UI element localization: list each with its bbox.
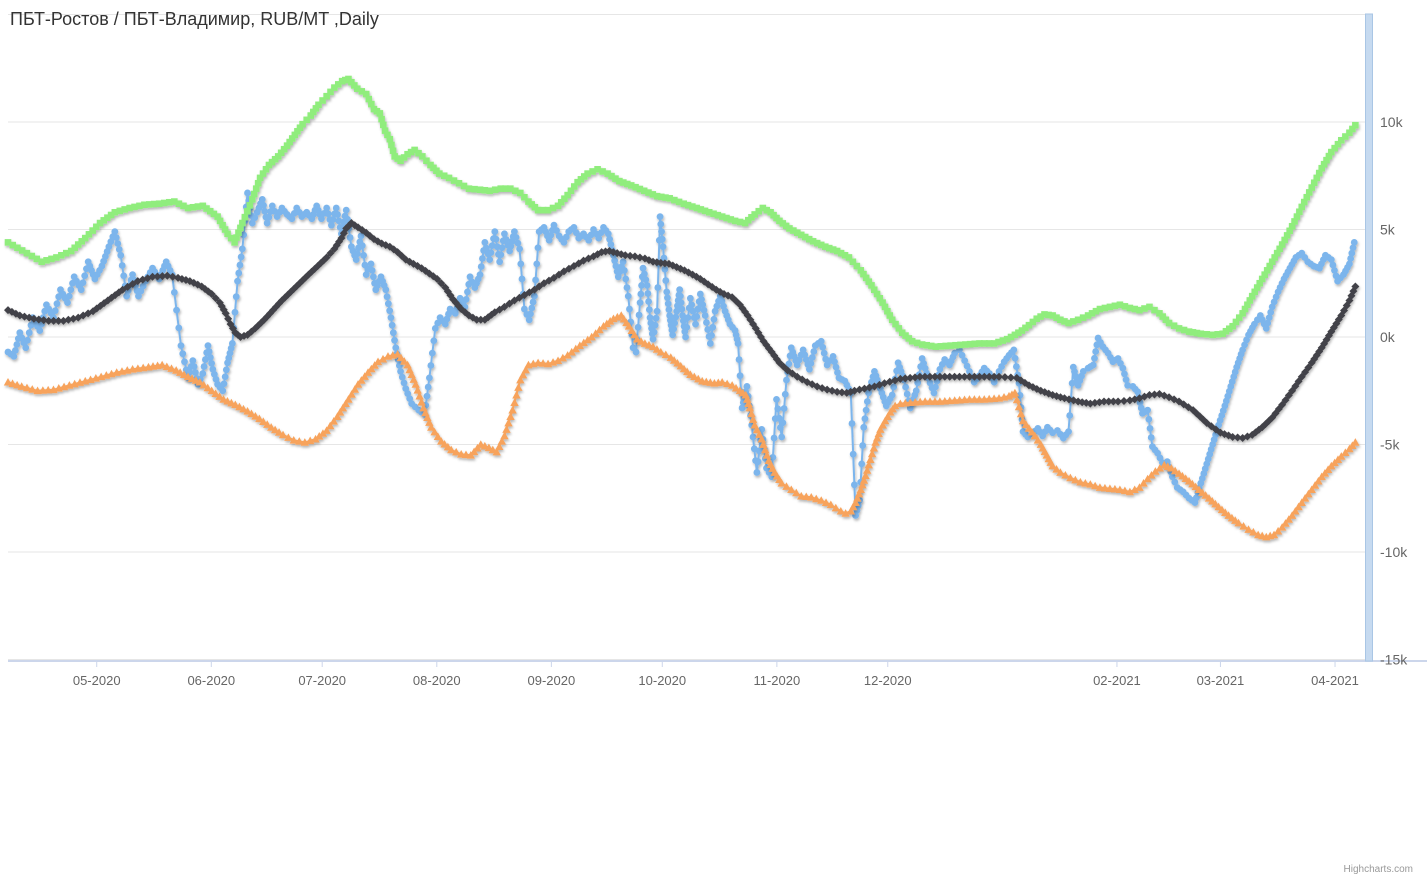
series-markers-black-diamond	[4, 219, 1360, 443]
series-markers-green-square	[4, 75, 1359, 350]
x-axis-label: 02-2021	[1093, 673, 1141, 688]
vertical-scrollbar[interactable]	[1365, 13, 1373, 662]
x-axis-label: 05-2020	[73, 673, 121, 688]
x-axis-label: 07-2020	[298, 673, 346, 688]
x-axis-label: 04-2021	[1311, 673, 1359, 688]
x-axis-label: 03-2021	[1197, 673, 1245, 688]
x-axis-label: 06-2020	[187, 673, 235, 688]
y-gridlines	[8, 14, 1372, 660]
x-axis-labels: 05-2020 06-2020 07-2020 08-2020 09-2020 10-20…	[73, 673, 1359, 688]
y-axis-label: 0k	[1380, 329, 1396, 345]
y-axis-label: -10k	[1380, 544, 1408, 560]
x-axis-label: 12-2020	[864, 673, 912, 688]
x-axis-label: 11-2020	[753, 673, 800, 688]
y-axis-label: -5k	[1380, 437, 1400, 453]
series-markers-orange-triangle	[3, 311, 1360, 541]
series-orange-triangle[interactable]	[3, 311, 1360, 541]
series-black-diamond[interactable]	[4, 219, 1360, 443]
y-axis-label: -15k	[1380, 652, 1408, 668]
series-green-square[interactable]	[4, 75, 1359, 350]
x-axis-label: 08-2020	[413, 673, 461, 688]
x-axis-ticks	[96, 661, 1336, 667]
y-axis-labels: 10k 5k 0k -5k -10k -15k	[1380, 114, 1408, 668]
y-axis-label: 10k	[1380, 114, 1404, 130]
x-axis-label: 09-2020	[528, 673, 576, 688]
x-axis-label: 10-2020	[638, 673, 686, 688]
chart-title: ПБТ-Ростов / ПБТ-Владимир, RUB/MT ,Daily	[10, 9, 379, 29]
y-axis-label: 5k	[1380, 222, 1396, 238]
highcharts-credit-link[interactable]: Highcharts.com	[1343, 864, 1413, 875]
